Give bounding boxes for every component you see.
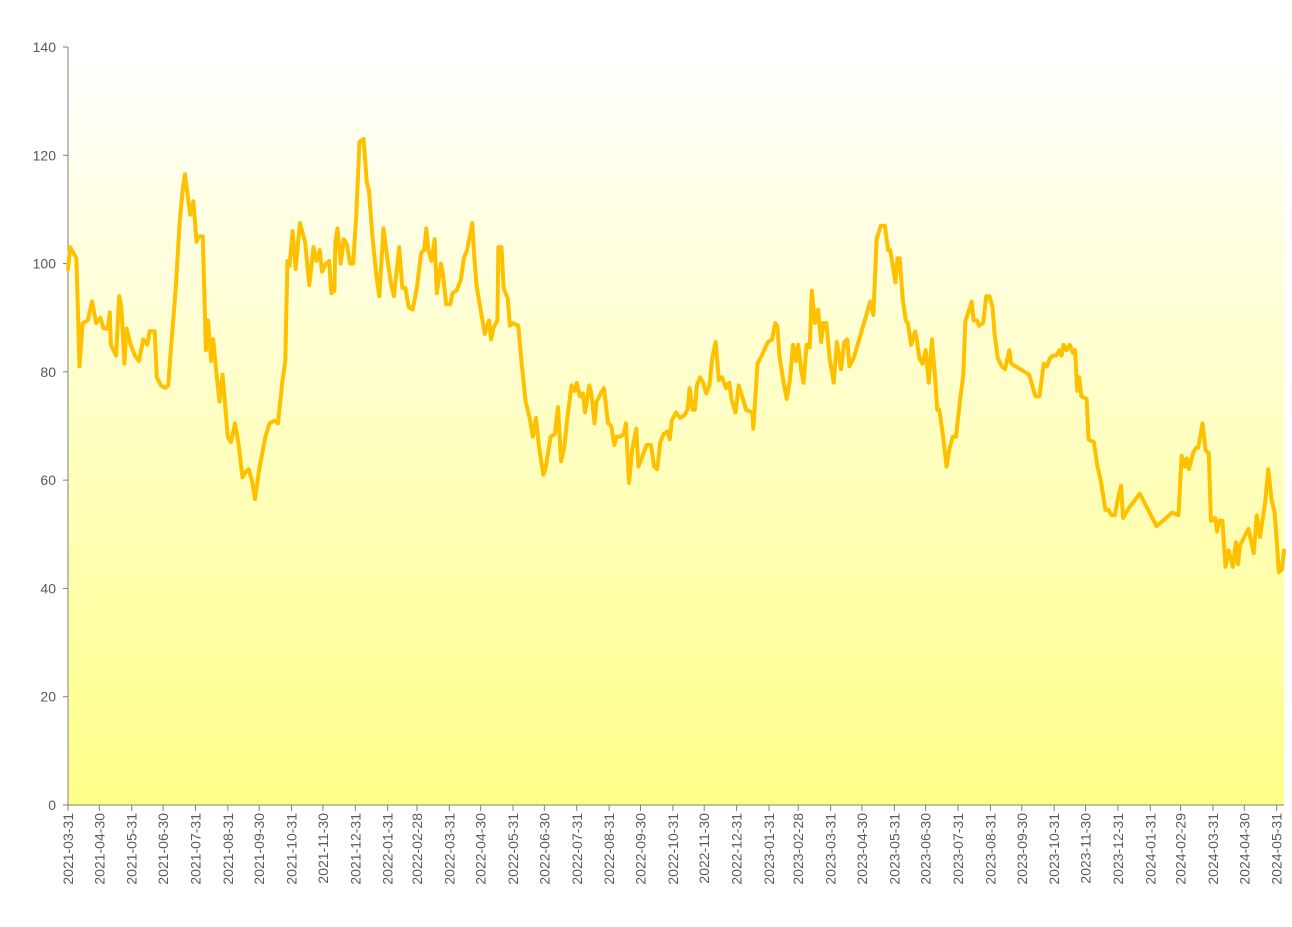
x-tick-label: 2022-04-30 [473, 813, 489, 885]
x-tick-label: 2023-02-28 [790, 813, 806, 885]
x-tick-label: 2022-10-31 [665, 813, 681, 885]
x-tick-label: 2024-03-31 [1205, 813, 1221, 885]
y-tick-label: 20 [40, 689, 56, 705]
y-tick-label: 60 [40, 472, 56, 488]
x-tick-label: 2021-07-31 [187, 813, 203, 885]
x-tick-label: 2023-05-31 [886, 813, 902, 885]
x-tick-label: 2024-05-31 [1269, 813, 1285, 885]
x-tick-label: 2021-04-30 [91, 813, 107, 885]
x-tick-label: 2024-01-31 [1142, 813, 1158, 885]
y-tick-label: 40 [40, 580, 56, 596]
x-tick-label: 2021-11-30 [315, 813, 331, 884]
x-tick-label: 2024-04-30 [1236, 813, 1252, 885]
x-tick-label: 2024-02-29 [1173, 813, 1189, 885]
x-tick-label: 2022-01-31 [380, 813, 396, 885]
x-tick-label: 2022-12-31 [729, 813, 745, 885]
x-tick-label: 2023-07-31 [950, 813, 966, 885]
y-tick-label: 80 [40, 364, 56, 380]
x-tick-label: 2022-11-30 [696, 813, 712, 884]
x-tick-label: 2023-08-31 [982, 813, 998, 885]
x-tick-label: 2023-03-31 [823, 813, 839, 885]
x-tick-label: 2023-12-31 [1110, 813, 1126, 885]
x-tick-label: 2022-08-31 [601, 813, 617, 885]
x-tick-label: 2023-11-30 [1078, 813, 1094, 884]
x-tick-label: 2022-02-28 [409, 813, 425, 885]
y-tick-label: 120 [33, 147, 57, 163]
x-tick-label: 2021-05-31 [124, 813, 140, 885]
x-tick-label: 2021-09-30 [251, 813, 267, 885]
x-tick-label: 2023-06-30 [918, 813, 934, 885]
x-tick-label: 2022-05-31 [505, 813, 521, 885]
x-tick-label: 2021-10-31 [284, 813, 300, 885]
y-tick-label: 0 [48, 797, 56, 813]
x-tick-label: 2022-09-30 [632, 813, 648, 885]
x-tick-label: 2023-01-31 [761, 813, 777, 885]
x-tick-label: 2023-10-31 [1046, 813, 1062, 885]
x-tick-label: 2022-03-31 [441, 813, 457, 885]
x-tick-label: 2021-03-31 [60, 813, 76, 885]
plot-area [68, 47, 1284, 805]
x-tick-label: 2021-12-31 [347, 813, 363, 885]
data-line [66, 137, 1286, 575]
x-tick-label: 2023-09-30 [1014, 813, 1030, 885]
x-tick-label: 2022-07-31 [569, 813, 585, 885]
y-tick-label: 140 [33, 39, 57, 55]
x-tick-label: 2021-08-31 [220, 813, 236, 885]
x-tick-label: 2023-04-30 [854, 813, 870, 885]
y-tick-label: 100 [33, 256, 57, 272]
x-tick-label: 2022-06-30 [536, 813, 552, 885]
x-tick-label: 2021-06-30 [155, 813, 171, 885]
